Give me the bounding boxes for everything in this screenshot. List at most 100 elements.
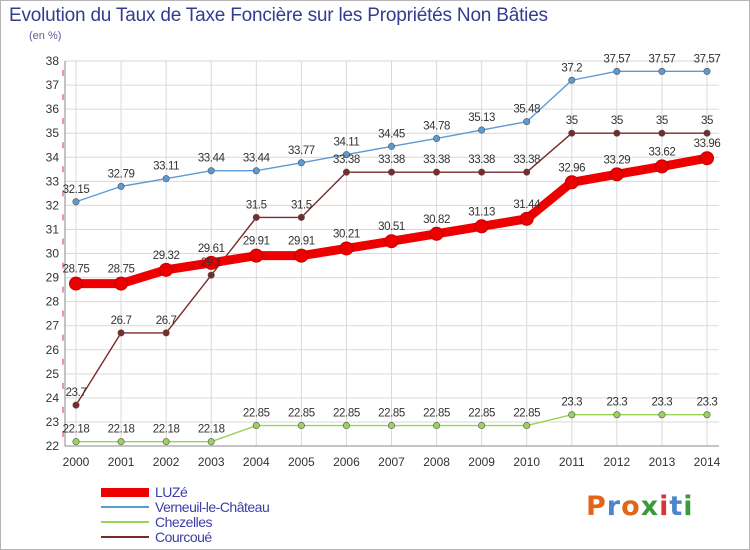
x-tick-label: 2000 bbox=[63, 455, 90, 469]
data-point bbox=[72, 401, 80, 409]
data-point bbox=[297, 213, 305, 221]
data-label: 37.57 bbox=[603, 53, 630, 65]
legend-swatch bbox=[101, 487, 149, 497]
data-label: 32.96 bbox=[558, 162, 585, 174]
data-label: 22.85 bbox=[243, 408, 270, 420]
x-tick-label: 2004 bbox=[243, 455, 270, 469]
y-tick-label: 37 bbox=[46, 78, 60, 92]
data-labels: 28.75 28.75 29.32 29.61 29.91 29.91 30.21 30.51… bbox=[63, 53, 721, 435]
data-label: 37.2 bbox=[561, 62, 582, 74]
x-tick-label: 2012 bbox=[604, 455, 631, 469]
data-label: 22.85 bbox=[423, 408, 450, 420]
data-point bbox=[703, 129, 711, 137]
data-label: 29.91 bbox=[288, 236, 315, 248]
data-label: 33.62 bbox=[649, 146, 676, 158]
data-point bbox=[613, 411, 621, 419]
y-tick-label: 26 bbox=[46, 343, 60, 357]
data-point bbox=[478, 422, 486, 430]
data-point bbox=[69, 276, 83, 291]
y-tick-label: 32 bbox=[46, 198, 60, 212]
data-label: 33.38 bbox=[468, 154, 495, 166]
data-point bbox=[658, 67, 666, 75]
data-label: 29.61 bbox=[198, 243, 225, 255]
data-point bbox=[342, 422, 350, 430]
data-label: 37.57 bbox=[649, 53, 676, 65]
data-point bbox=[658, 129, 666, 137]
axes: 22 23 24 25 26 27 28 29 30 31 32 33 34 35 36 37 38 2000 20… bbox=[46, 54, 721, 469]
data-label: 26.7 bbox=[111, 315, 132, 327]
data-point bbox=[159, 262, 174, 277]
data-label: 35.48 bbox=[513, 104, 540, 116]
x-tick-label: 2009 bbox=[468, 455, 495, 469]
legend-label: Chezelles bbox=[155, 514, 212, 530]
data-point bbox=[433, 134, 441, 142]
data-label: 32.79 bbox=[108, 168, 135, 180]
data-point bbox=[162, 438, 170, 446]
data-label: 35 bbox=[566, 115, 578, 127]
data-point bbox=[249, 248, 264, 263]
y-tick-label: 25 bbox=[46, 367, 60, 381]
x-tick-label: 2005 bbox=[288, 455, 315, 469]
data-label: 34.78 bbox=[423, 120, 450, 132]
y-tick-label: 23 bbox=[46, 415, 60, 429]
data-point bbox=[342, 151, 350, 159]
y-tick-label: 29 bbox=[46, 271, 60, 285]
data-label: 37.57 bbox=[694, 53, 721, 65]
data-label: 33.77 bbox=[288, 145, 315, 157]
data-point bbox=[387, 422, 395, 430]
y-tick-label: 28 bbox=[46, 295, 60, 309]
chart-title: Evolution du Taux de Taxe Foncière sur l… bbox=[9, 5, 548, 26]
y-tick-label: 34 bbox=[46, 150, 60, 164]
data-label: 29.1 bbox=[201, 257, 222, 269]
data-label: 22.18 bbox=[198, 424, 225, 436]
data-point bbox=[162, 175, 170, 183]
data-label: 31.5 bbox=[246, 199, 267, 211]
data-label: 22.85 bbox=[333, 408, 360, 420]
data-point bbox=[294, 248, 309, 263]
data-point bbox=[114, 276, 129, 291]
x-tick-label: 2003 bbox=[198, 455, 225, 469]
data-label: 22.85 bbox=[513, 408, 540, 420]
series-lines bbox=[69, 67, 714, 446]
data-label: 26.7 bbox=[156, 315, 177, 327]
y-tick-label: 38 bbox=[46, 54, 60, 68]
data-label: 30.21 bbox=[333, 228, 360, 240]
data-label: 35 bbox=[701, 115, 713, 127]
logo-letter: P bbox=[586, 491, 607, 522]
data-label: 28.75 bbox=[63, 264, 90, 276]
logo-letter: i bbox=[659, 491, 670, 522]
data-label: 30.51 bbox=[378, 221, 405, 233]
data-label: 30.82 bbox=[423, 214, 450, 226]
data-label: 34.45 bbox=[378, 128, 405, 140]
data-point bbox=[252, 213, 260, 221]
data-point bbox=[523, 168, 531, 176]
data-label: 31.5 bbox=[291, 199, 312, 211]
data-point bbox=[519, 211, 534, 226]
data-point bbox=[568, 129, 576, 137]
data-point bbox=[613, 67, 621, 75]
data-point bbox=[252, 422, 260, 430]
data-point bbox=[568, 76, 576, 84]
x-tick-label: 2008 bbox=[423, 455, 450, 469]
data-label: 22.85 bbox=[378, 408, 405, 420]
data-label: 28.75 bbox=[108, 264, 135, 276]
logo-letter: o bbox=[621, 491, 641, 522]
data-point bbox=[523, 422, 531, 430]
data-label: 33.29 bbox=[603, 154, 630, 166]
x-tick-label: 2010 bbox=[513, 455, 540, 469]
data-point bbox=[429, 226, 444, 241]
y-tick-label: 35 bbox=[46, 126, 60, 140]
data-label: 29.91 bbox=[243, 236, 270, 248]
data-label: 22.18 bbox=[63, 424, 90, 436]
data-point bbox=[609, 167, 624, 182]
data-point bbox=[72, 438, 80, 446]
data-label: 33.38 bbox=[513, 154, 540, 166]
x-tick-label: 2006 bbox=[333, 455, 360, 469]
legend-label: Verneuil-le-Château bbox=[155, 499, 270, 515]
data-label: 34.11 bbox=[333, 137, 359, 149]
y-axis-unit-label: (en %) bbox=[29, 30, 62, 42]
y-tick-label: 27 bbox=[46, 319, 60, 333]
data-point bbox=[474, 219, 489, 234]
data-point bbox=[384, 234, 399, 249]
data-label: 23.3 bbox=[697, 397, 718, 409]
